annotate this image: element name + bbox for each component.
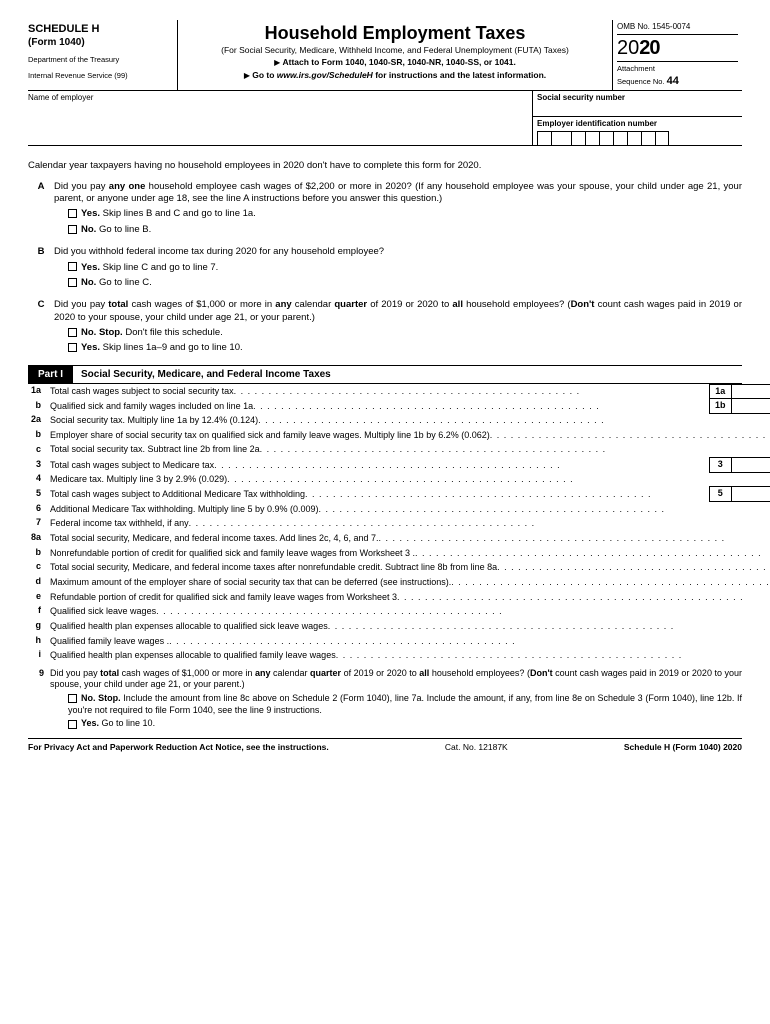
header-center: Household Employment Taxes (For Social S… [178, 20, 612, 90]
q9-yes: Yes. Go to line 10. [28, 718, 742, 730]
instr-2: Go to www.irs.gov/ScheduleH for instruct… [182, 70, 608, 81]
dept-2: Internal Revenue Service (99) [28, 71, 173, 81]
dept-1: Department of the Treasury [28, 55, 173, 65]
qb-yes: Yes. Skip line C and go to line 7. [54, 262, 742, 274]
question-c: C Did you pay total cash wages of $1,000… [28, 299, 742, 354]
checkbox-icon[interactable] [68, 694, 77, 703]
qc-yes: Yes. Skip lines 1a–9 and go to line 10. [54, 342, 742, 354]
input-1a[interactable] [731, 384, 770, 399]
line-8d: d Maximum amount of the employer share o… [28, 575, 770, 590]
instr-1: Attach to Form 1040, 1040-SR, 1040-NR, 1… [182, 57, 608, 68]
qb-no: No. Go to line C. [54, 277, 742, 289]
line-3: 3 Total cash wages subject to Medicare t… [28, 458, 770, 473]
checkbox-icon[interactable] [68, 225, 77, 234]
qa-label: A [28, 181, 54, 236]
attachment-label: Attachment Sequence No. 44 [617, 61, 738, 88]
form-label: (Form 1040) [28, 36, 173, 49]
line-8h: h Qualified family leave wages . 8h [28, 634, 770, 649]
line-table: 1a Total cash wages subject to social se… [28, 384, 770, 664]
ein-field[interactable]: Employer identification number [533, 117, 742, 145]
checkbox-icon[interactable] [68, 278, 77, 287]
omb-number: OMB No. 1545-0074 [617, 22, 738, 35]
ssn-field[interactable]: Social security number [533, 91, 742, 117]
header-left: SCHEDULE H (Form 1040) Department of the… [28, 20, 178, 90]
footer-left: For Privacy Act and Paperwork Reduction … [28, 742, 329, 753]
line-1b: b Qualified sick and family wages includ… [28, 399, 770, 414]
form-header: SCHEDULE H (Form 1040) Department of the… [28, 20, 742, 91]
input-5[interactable] [731, 487, 770, 502]
intro-text: Calendar year taxpayers having no househ… [28, 160, 742, 172]
page-footer: For Privacy Act and Paperwork Reduction … [28, 738, 742, 753]
line-4: 4 Medicare tax. Multiply line 3 by 2.9% … [28, 472, 770, 487]
part-1-tag: Part I [28, 366, 73, 383]
line-5: 5 Total cash wages subject to Additional… [28, 487, 770, 502]
footer-right: Schedule H (Form 1040) 2020 [624, 742, 742, 753]
line-6: 6 Additional Medicare Tax withholding. M… [28, 502, 770, 517]
checkbox-icon[interactable] [68, 343, 77, 352]
schedule-label: SCHEDULE H [28, 22, 173, 36]
tax-year: 2020 [617, 35, 738, 61]
line-8b: b Nonrefundable portion of credit for qu… [28, 546, 770, 561]
input-1b[interactable] [731, 399, 770, 414]
line-8c: c Total social security, Medicare, and f… [28, 560, 770, 575]
q9-no: No. Stop. Include the amount from line 8… [28, 693, 742, 716]
line-1a: 1a Total cash wages subject to social se… [28, 384, 770, 399]
form-title: Household Employment Taxes [182, 22, 608, 45]
line-7: 7 Federal income tax withheld, if any 7 [28, 516, 770, 531]
qa-yes: Yes. Skip lines B and C and go to line 1… [54, 208, 742, 220]
name-of-employer[interactable]: Name of employer [28, 91, 532, 145]
line-2c: c Total social security tax. Subtract li… [28, 443, 770, 458]
qa-no: No. Go to line B. [54, 224, 742, 236]
part-1-header: Part I Social Security, Medicare, and Fe… [28, 365, 742, 384]
checkbox-icon[interactable] [68, 328, 77, 337]
line-8a: 8a Total social security, Medicare, and … [28, 531, 770, 546]
line-8i: i Qualified health plan expenses allocab… [28, 648, 770, 663]
checkbox-icon[interactable] [68, 262, 77, 271]
checkbox-icon[interactable] [68, 720, 77, 729]
question-a: A Did you pay any one household employee… [28, 181, 742, 236]
ein-boxes[interactable] [537, 131, 669, 145]
identity-row: Name of employer Social security number … [28, 91, 742, 146]
input-3[interactable] [731, 458, 770, 473]
part-1-title: Social Security, Medicare, and Federal I… [73, 366, 339, 383]
footer-center: Cat. No. 12187K [445, 742, 508, 753]
header-right: OMB No. 1545-0074 2020 Attachment Sequen… [612, 20, 742, 90]
qc-label: C [28, 299, 54, 354]
line-8g: g Qualified health plan expenses allocab… [28, 619, 770, 634]
question-9: 9 Did you pay total cash wages of $1,000… [28, 668, 742, 730]
line-8e: e Refundable portion of credit for quali… [28, 590, 770, 605]
qb-label: B [28, 246, 54, 289]
qc-no: No. Stop. Don't file this schedule. [54, 327, 742, 339]
checkbox-icon[interactable] [68, 209, 77, 218]
line-2a: 2a Social security tax. Multiply line 1a… [28, 413, 770, 428]
id-numbers: Social security number Employer identifi… [532, 91, 742, 145]
question-b: B Did you withhold federal income tax du… [28, 246, 742, 289]
line-8f: f Qualified sick leave wages 8f [28, 604, 770, 619]
line-2b: b Employer share of social security tax … [28, 428, 770, 443]
form-subtitle: (For Social Security, Medicare, Withheld… [182, 45, 608, 56]
q9-num: 9 [28, 668, 50, 691]
